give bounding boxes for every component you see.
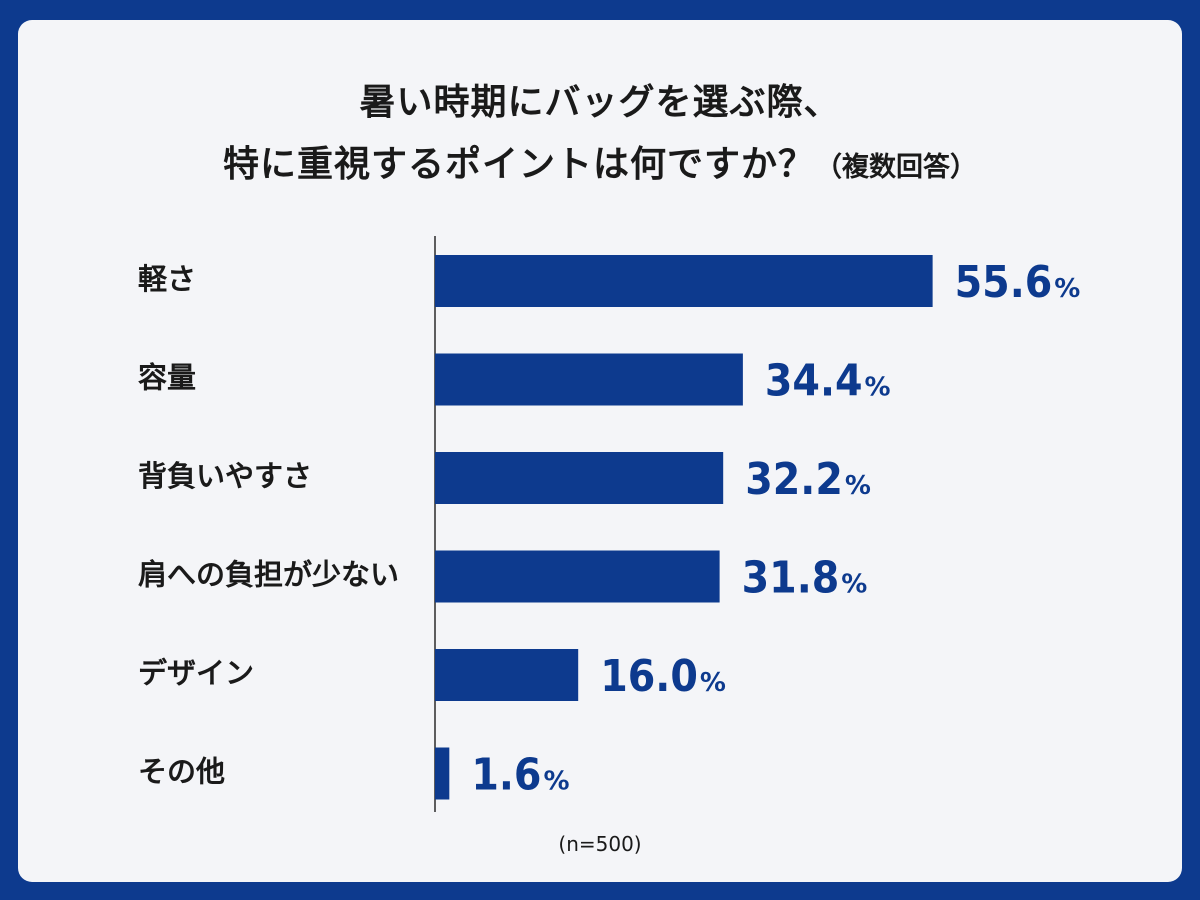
value-label: 1.6% bbox=[471, 750, 569, 801]
bar bbox=[435, 649, 579, 701]
value-label: 16.0% bbox=[600, 651, 726, 702]
value-number: 55.6 bbox=[955, 257, 1053, 308]
value-unit: % bbox=[845, 471, 871, 501]
bar bbox=[435, 452, 724, 504]
category-label: 肩への負担が少ない bbox=[138, 558, 399, 592]
value-number: 1.6 bbox=[471, 750, 541, 801]
value-unit: % bbox=[865, 373, 891, 403]
value-unit: % bbox=[543, 767, 569, 797]
bar bbox=[435, 550, 720, 603]
category-label: 軽さ bbox=[138, 262, 196, 296]
chart-title-line2-text: 特に重視するポイントは何ですか？ bbox=[222, 144, 815, 185]
bar bbox=[435, 747, 450, 800]
chart-title-note: （複数回答） bbox=[815, 152, 977, 183]
value-unit: % bbox=[700, 668, 726, 698]
category-label: 背負いやすさ bbox=[138, 459, 312, 493]
sample-size-label: (n=500) bbox=[558, 832, 642, 856]
bar bbox=[435, 255, 933, 307]
value-number: 32.2 bbox=[745, 454, 843, 505]
chart-title: 暑い時期にバッグを選ぶ際、 特に重視するポイントは何ですか？（複数回答） bbox=[18, 76, 1182, 195]
chart-title-line1: 暑い時期にバッグを選ぶ際、 bbox=[359, 82, 841, 123]
value-unit: % bbox=[1054, 274, 1080, 304]
category-label: 容量 bbox=[138, 361, 196, 395]
chart-card: 暑い時期にバッグを選ぶ際、 特に重視するポイントは何ですか？（複数回答） bbox=[18, 20, 1182, 882]
value-number: 16.0 bbox=[600, 651, 698, 702]
bar bbox=[435, 353, 743, 406]
category-label: デザイン bbox=[138, 656, 254, 690]
value-number: 31.8 bbox=[742, 553, 840, 604]
value-label: 32.2% bbox=[745, 454, 871, 505]
value-label: 34.4% bbox=[765, 356, 891, 407]
value-label: 31.8% bbox=[742, 553, 868, 604]
category-label: その他 bbox=[138, 755, 225, 789]
value-number: 34.4 bbox=[765, 356, 863, 407]
chart-title-line2: 特に重視するポイントは何ですか？（複数回答） bbox=[18, 138, 1182, 195]
value-unit: % bbox=[841, 570, 867, 600]
value-label: 55.6% bbox=[955, 257, 1081, 308]
